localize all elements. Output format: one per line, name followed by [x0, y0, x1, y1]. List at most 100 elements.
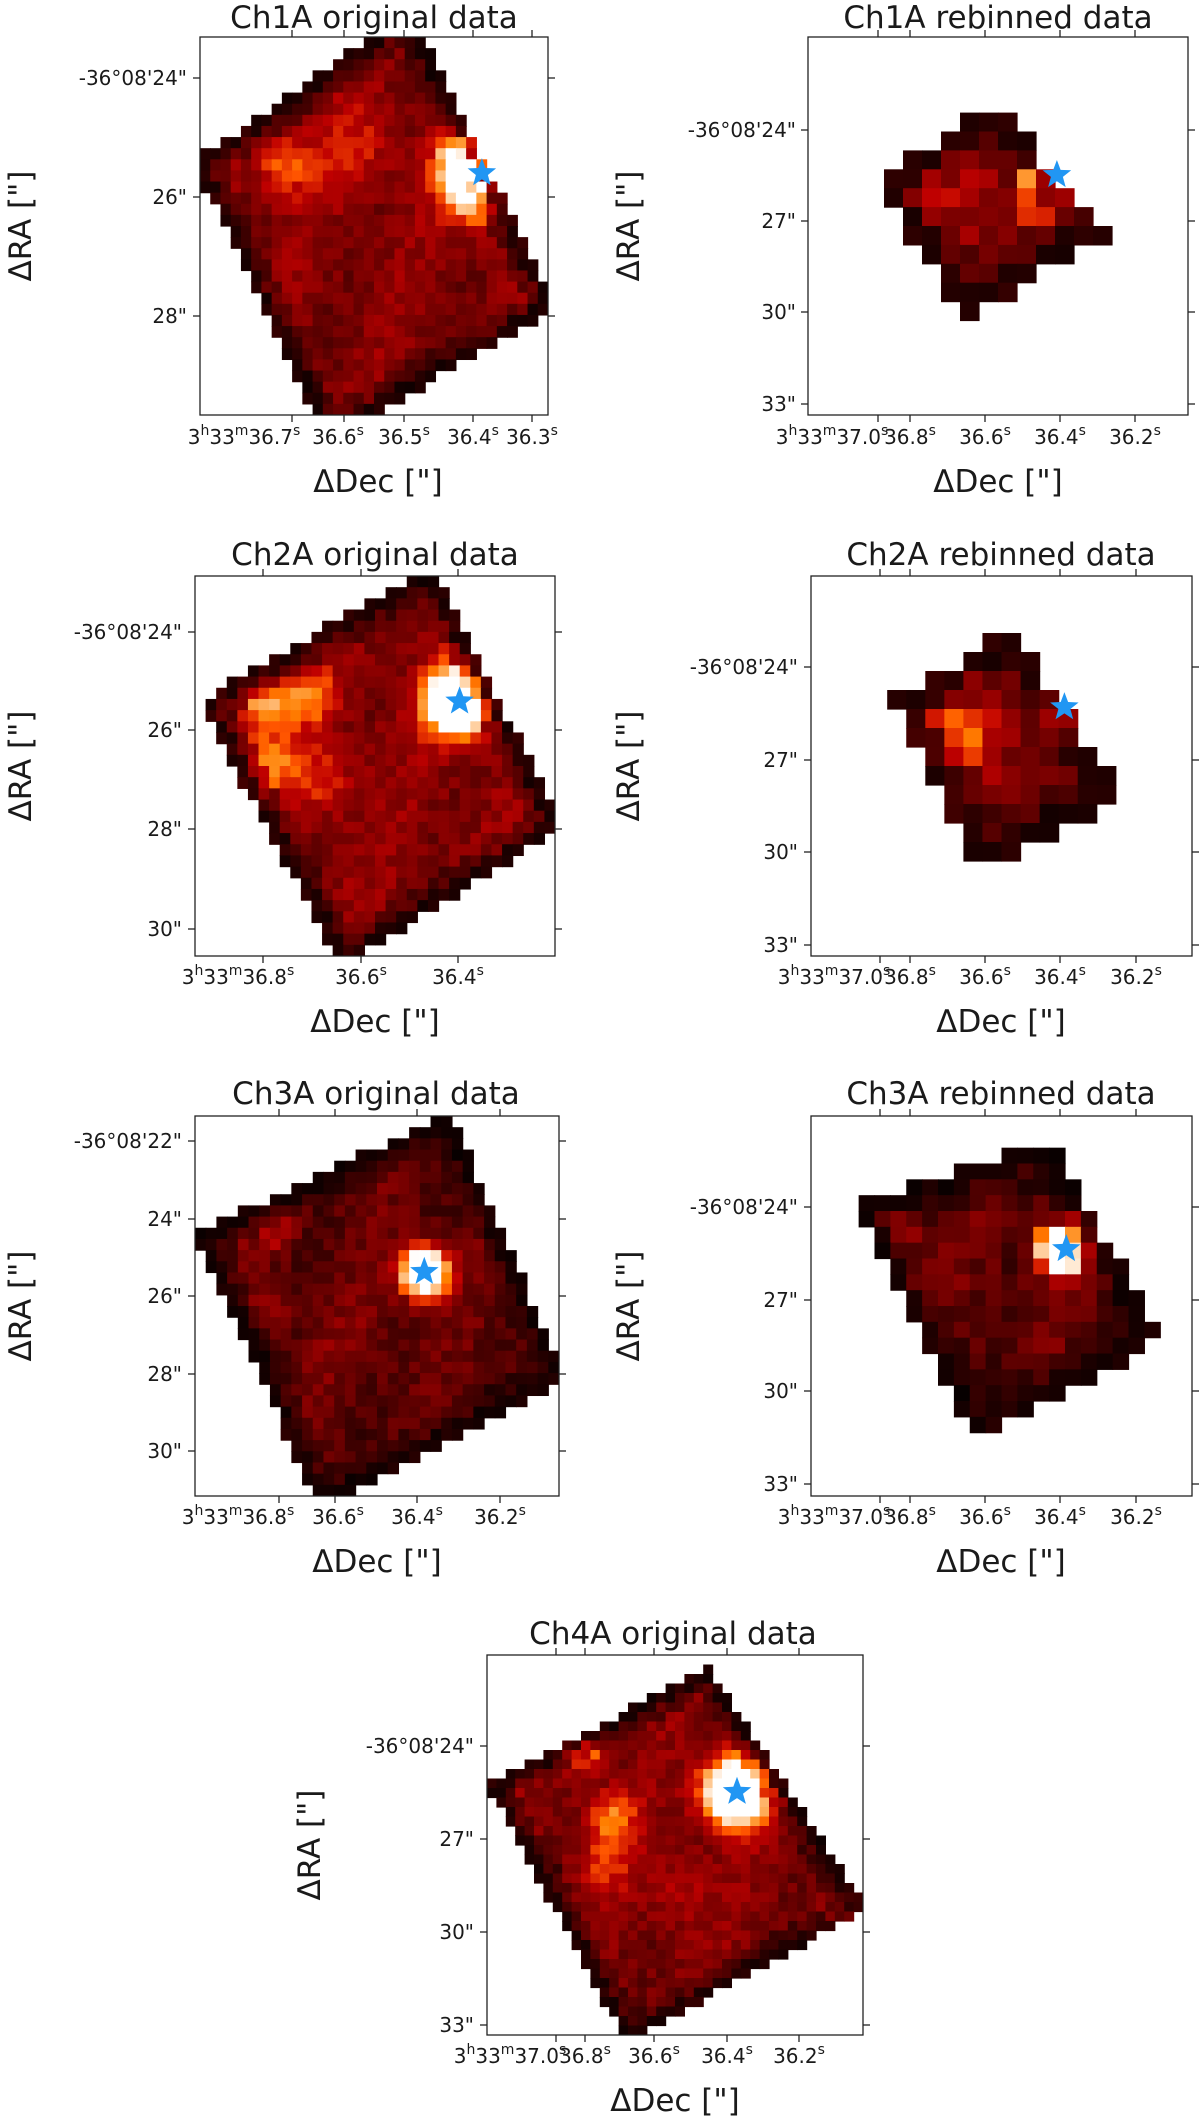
heatmap-cell	[486, 337, 498, 349]
heatmap-cell	[322, 181, 334, 194]
heatmap-cell	[387, 1361, 400, 1374]
heatmap-cell	[703, 1740, 714, 1751]
heatmap-cell	[322, 203, 334, 216]
heatmap-cell	[332, 631, 344, 644]
heatmap-cell	[451, 1149, 464, 1162]
heatmap-cell	[1039, 709, 1060, 729]
heatmap-cell	[797, 1807, 808, 1818]
heatmap-cell	[438, 631, 450, 644]
heatmap-cell	[534, 1816, 544, 1827]
heatmap-cell	[353, 259, 365, 272]
heatmap-cell	[430, 1171, 442, 1184]
heatmap-cell	[384, 381, 396, 394]
heatmap-cell	[438, 821, 450, 834]
heatmap-cell	[237, 1272, 250, 1285]
heatmap-cell	[374, 381, 385, 394]
heatmap-cell	[1017, 1211, 1034, 1228]
heatmap-cell	[409, 1138, 421, 1151]
heatmap-cell	[684, 1930, 695, 1941]
heatmap-cell	[385, 777, 397, 789]
plot-frame	[810, 1115, 1193, 1497]
heatmap-cell	[985, 1290, 1003, 1307]
heatmap-cell	[374, 237, 385, 249]
heatmap-cell	[240, 181, 252, 194]
heatmap-cell	[552, 1788, 563, 1799]
x-tick-label: 3h33m36.7s	[188, 423, 301, 449]
heatmap-cell	[445, 114, 457, 127]
heatmap-cell	[364, 855, 376, 868]
heatmap-cell	[1036, 188, 1056, 208]
heatmap-cell	[571, 1883, 582, 1894]
heatmap-cell	[394, 159, 406, 172]
heatmap-cell	[496, 326, 508, 338]
heatmap-cell	[1049, 1258, 1066, 1275]
heatmap-cell	[470, 821, 482, 834]
heatmap-cell	[353, 48, 365, 60]
y-tick-label: 28"	[147, 1362, 182, 1386]
heatmap-cell	[406, 810, 418, 823]
heatmap-cell	[271, 326, 283, 338]
heatmap-cell	[344, 1361, 357, 1374]
heatmap-cell	[675, 1997, 685, 2008]
heatmap-cell	[374, 392, 385, 405]
heatmap-cell	[353, 114, 365, 127]
heatmap-cell	[353, 911, 366, 924]
heatmap-cell	[251, 148, 263, 160]
heatmap-cell	[903, 188, 923, 208]
heatmap-cell	[230, 237, 242, 249]
heatmap-cell	[414, 192, 426, 205]
heatmap-cell	[656, 1778, 667, 1789]
heatmap-cell	[459, 676, 471, 689]
heatmap-cell	[1001, 633, 1022, 653]
heatmap-cell	[200, 170, 211, 183]
heatmap-cell	[979, 282, 999, 303]
heatmap-cell	[280, 1339, 292, 1352]
heatmap-cell	[237, 766, 249, 778]
heatmap-cell	[890, 1211, 907, 1228]
heatmap-cell	[375, 698, 387, 711]
heatmap-cell	[216, 1227, 228, 1240]
heatmap-cell	[646, 1797, 657, 1808]
heatmap-cell	[419, 1171, 432, 1184]
heatmap-cell	[470, 855, 482, 868]
heatmap-cell	[409, 1339, 421, 1352]
heatmap-cell	[459, 754, 471, 767]
heatmap-cell	[887, 690, 907, 710]
heatmap-cell	[609, 1816, 620, 1827]
heatmap-cell	[571, 1816, 582, 1827]
heatmap-cell	[507, 314, 518, 327]
heatmap-cell	[470, 754, 482, 767]
heatmap-cell	[343, 292, 355, 305]
heatmap-cell	[353, 337, 365, 349]
heatmap-cell	[269, 1350, 282, 1363]
heatmap-cell	[816, 1911, 826, 1922]
heatmap-cell	[258, 810, 270, 823]
heatmap-cell	[291, 1261, 303, 1274]
heatmap-cell	[524, 1807, 535, 1818]
heatmap-cell	[581, 1788, 591, 1799]
heatmap-cell	[425, 370, 437, 383]
heatmap-cell	[571, 1845, 582, 1856]
heatmap-cell	[363, 381, 375, 394]
heatmap-cell	[292, 192, 303, 205]
heatmap-cell	[279, 799, 291, 812]
heatmap-cell	[750, 1959, 761, 1970]
heatmap-cell	[396, 743, 408, 756]
heatmap-cell	[1001, 1401, 1018, 1418]
heatmap-cell	[1001, 766, 1022, 786]
heatmap-cell	[417, 754, 429, 767]
heatmap-cell	[543, 1788, 554, 1799]
heatmap-cell	[486, 292, 498, 305]
heatmap-cell	[494, 1306, 507, 1318]
heatmap-cell	[343, 359, 355, 372]
heatmap-cell	[404, 170, 416, 183]
heatmap-cell	[462, 1261, 474, 1274]
heatmap-cell	[396, 833, 408, 845]
heatmap-cell	[205, 710, 217, 722]
heatmap-cell	[396, 598, 408, 611]
heatmap-cell	[599, 1911, 610, 1922]
heatmap-cell	[703, 1797, 714, 1808]
heatmap-cell	[712, 1693, 723, 1704]
heatmap-cell	[398, 1261, 410, 1274]
heatmap-cell	[240, 214, 252, 227]
